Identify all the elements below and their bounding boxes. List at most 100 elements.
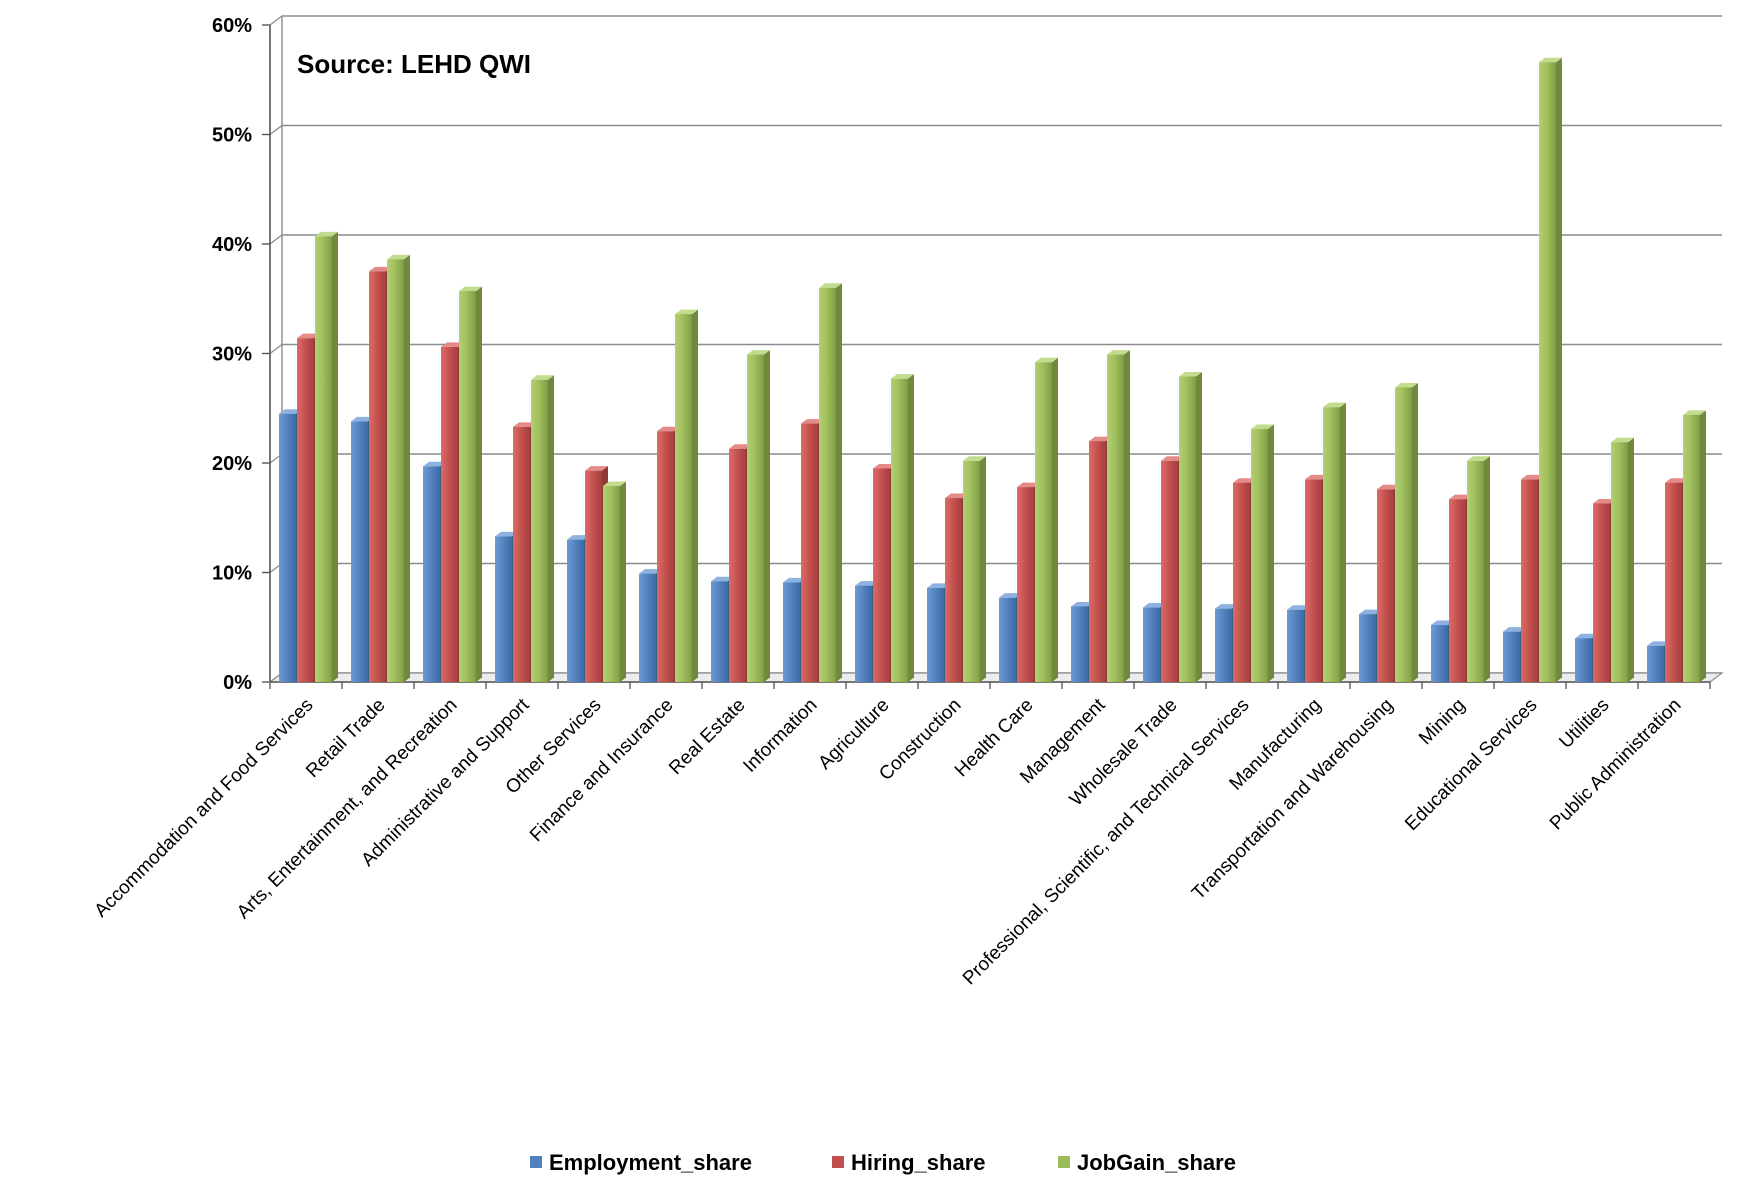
bar-front	[495, 536, 512, 682]
bar-front	[351, 421, 368, 682]
bar-top	[1179, 371, 1202, 377]
bar-front	[1467, 460, 1484, 682]
bar-top	[1503, 627, 1526, 632]
bar-jobgain-share	[1539, 57, 1562, 683]
bar-front	[1215, 608, 1232, 682]
legend-item: JobGain_share	[1058, 1150, 1236, 1175]
bar-top	[783, 577, 806, 583]
legend-item: Hiring_share	[832, 1150, 986, 1175]
bar-front	[441, 346, 458, 682]
bar-front	[675, 314, 692, 682]
bar-top	[1593, 499, 1616, 504]
legend-label: Employment_share	[549, 1150, 752, 1175]
bar-side	[836, 283, 842, 682]
bar-jobgain-share	[747, 350, 770, 682]
bar-front	[999, 597, 1016, 682]
bar-top	[567, 535, 590, 540]
bar-front	[783, 582, 800, 682]
bar-side	[980, 456, 986, 682]
bar-jobgain-share	[315, 231, 338, 682]
bar-front	[819, 287, 836, 682]
bar-side	[1628, 437, 1634, 682]
legend-swatch	[530, 1156, 542, 1168]
bar-top	[819, 283, 842, 288]
bar-jobgain-share	[1323, 402, 1346, 682]
bar-front	[603, 485, 620, 682]
bar-top	[1359, 609, 1382, 615]
bar-top	[1107, 350, 1130, 355]
bar-front	[945, 498, 962, 682]
gridline-connector	[269, 234, 283, 245]
bar-side	[1124, 350, 1130, 682]
bar-top	[1287, 605, 1310, 610]
bar-top	[603, 481, 626, 486]
bar-top	[873, 463, 896, 469]
bar-side	[1484, 456, 1490, 682]
bar-front	[801, 423, 818, 682]
bar-front	[1305, 479, 1322, 682]
bar-front	[1647, 645, 1664, 682]
bar-front	[1575, 638, 1592, 682]
bar-front	[1287, 609, 1304, 682]
y-tick-label: 20%	[212, 453, 252, 475]
bar-front	[369, 271, 386, 682]
bar-top	[1377, 484, 1400, 490]
bar-top	[297, 333, 320, 339]
bar-front	[513, 426, 530, 682]
legend-swatch	[1058, 1156, 1070, 1168]
gridline-connector	[269, 15, 283, 26]
bar-side	[1556, 57, 1562, 683]
bar-front	[1089, 441, 1106, 682]
bar-front	[585, 470, 602, 682]
x-tick-label: Utilities	[1555, 695, 1613, 753]
bar-top	[945, 493, 968, 499]
x-tick-label: Agriculture	[814, 695, 893, 774]
bar-top	[1611, 437, 1634, 443]
y-tick-label: 40%	[212, 234, 252, 256]
bar-front	[1449, 499, 1466, 682]
bar-side	[476, 286, 482, 682]
bar-top	[711, 576, 734, 582]
x-tick-label: Finance and Insurance	[526, 695, 678, 847]
bar-jobgain-share	[891, 374, 914, 682]
bar-top	[675, 309, 698, 315]
bar-jobgain-share	[603, 481, 626, 682]
bar-top	[1251, 424, 1274, 430]
y-tick-label: 10%	[212, 563, 252, 585]
bar-front	[1035, 362, 1052, 682]
bar-top	[387, 254, 410, 260]
bar-front	[927, 587, 944, 682]
x-tick-label: Educational Services	[1401, 695, 1541, 835]
source-annotation: Source: LEHD QWI	[297, 49, 531, 79]
bar-jobgain-share	[387, 254, 410, 682]
legend-label: Hiring_share	[851, 1150, 986, 1175]
bar-front	[657, 431, 674, 682]
bar-jobgain-share	[819, 283, 842, 682]
bar-top	[1233, 478, 1256, 483]
bar-front	[747, 354, 764, 682]
bar-jobgain-share	[675, 309, 698, 682]
bar-front	[1179, 376, 1196, 682]
bar-side	[764, 350, 770, 682]
bar-side	[1268, 424, 1274, 682]
bar-front	[531, 379, 548, 682]
bar-top	[801, 419, 824, 424]
bar-front	[315, 236, 332, 682]
bar-side	[1196, 371, 1202, 682]
bar-top	[1521, 474, 1544, 480]
y-tick-label: 30%	[212, 344, 252, 366]
bar-top	[495, 531, 518, 537]
bar-top	[1215, 604, 1238, 609]
bar-jobgain-share	[963, 456, 986, 682]
bar-front	[1611, 442, 1628, 682]
legend-label: JobGain_share	[1077, 1150, 1236, 1175]
bar-top	[855, 581, 878, 586]
bar-side	[1412, 382, 1418, 682]
x-tick-label: Public Administration	[1546, 695, 1686, 835]
bar-top	[351, 416, 374, 422]
x-tick-label: Real Estate	[665, 695, 749, 779]
bar-top	[1539, 57, 1562, 63]
bar-top	[657, 426, 680, 432]
bar-top	[1161, 456, 1184, 461]
bar-jobgain-share	[1395, 382, 1418, 682]
